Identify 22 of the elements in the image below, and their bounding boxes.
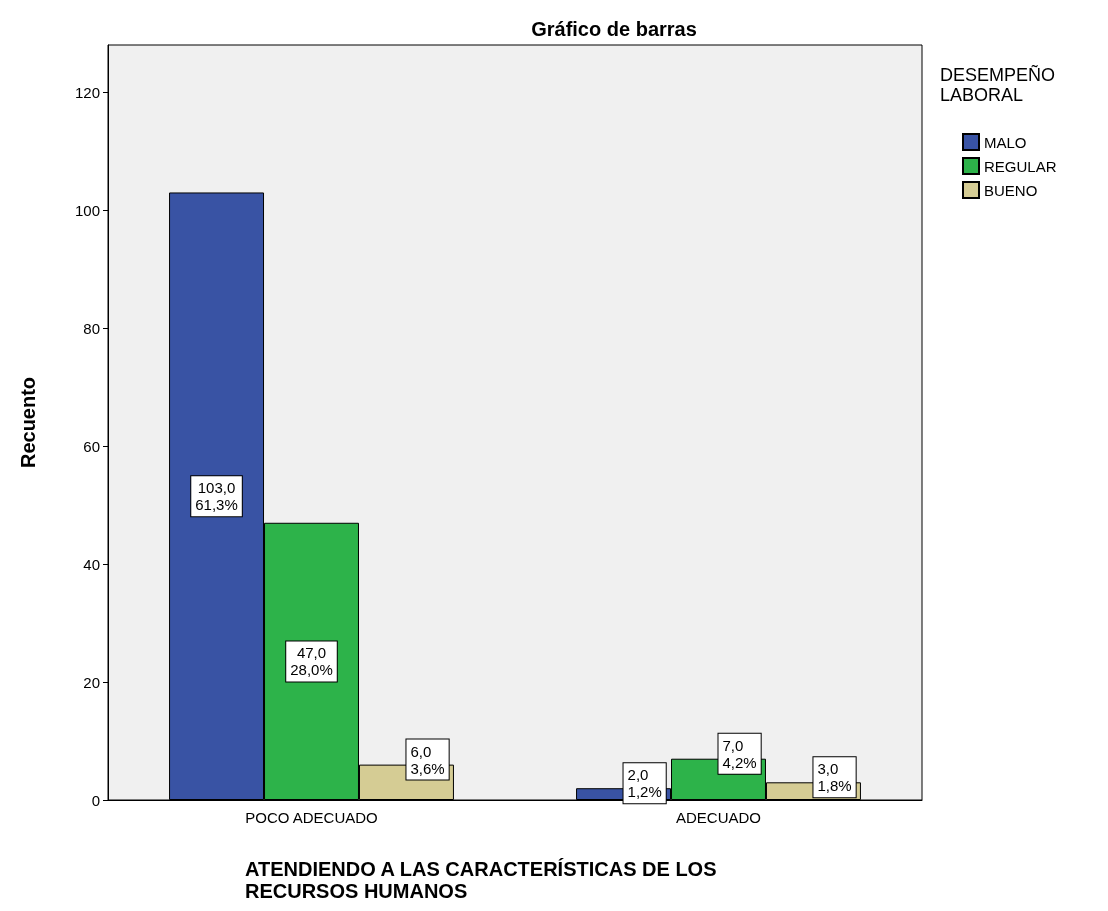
y-tick-label: 40: [83, 555, 100, 573]
y-tick-label: 20: [83, 673, 100, 691]
data-label: 7,0 4,2%: [722, 736, 757, 771]
chart-title: Gráfico de barras: [531, 18, 697, 40]
legend-label: MALO: [984, 133, 1027, 151]
data-label: 3,0 1,8%: [817, 760, 852, 795]
y-tick-label: 100: [74, 201, 100, 219]
y-tick-label: 0: [91, 791, 100, 809]
data-label: 47,0 28,0%: [290, 644, 333, 679]
x-tick-label: POCO ADECUADO: [245, 809, 378, 826]
x-axis-title: ATENDIENDO A LAS CARACTERÍSTICAS DE LOS RECURSOS HUMANOS: [245, 858, 723, 902]
legend-label: REGULAR: [984, 157, 1057, 175]
data-label: 6,0 3,6%: [410, 742, 445, 777]
y-tick-label: 120: [74, 83, 100, 101]
y-axis-title: Recuento: [17, 376, 39, 469]
data-label: 103,0 61,3%: [195, 479, 238, 514]
y-tick-label: 80: [83, 319, 100, 337]
x-tick-label: ADECUADO: [675, 809, 762, 826]
legend-title: DESEMPEÑO LABORAL: [940, 64, 1061, 105]
y-tick-label: 60: [83, 437, 100, 455]
data-label: 2,0 1,2%: [627, 766, 662, 801]
legend-label: BUENO: [984, 181, 1038, 199]
